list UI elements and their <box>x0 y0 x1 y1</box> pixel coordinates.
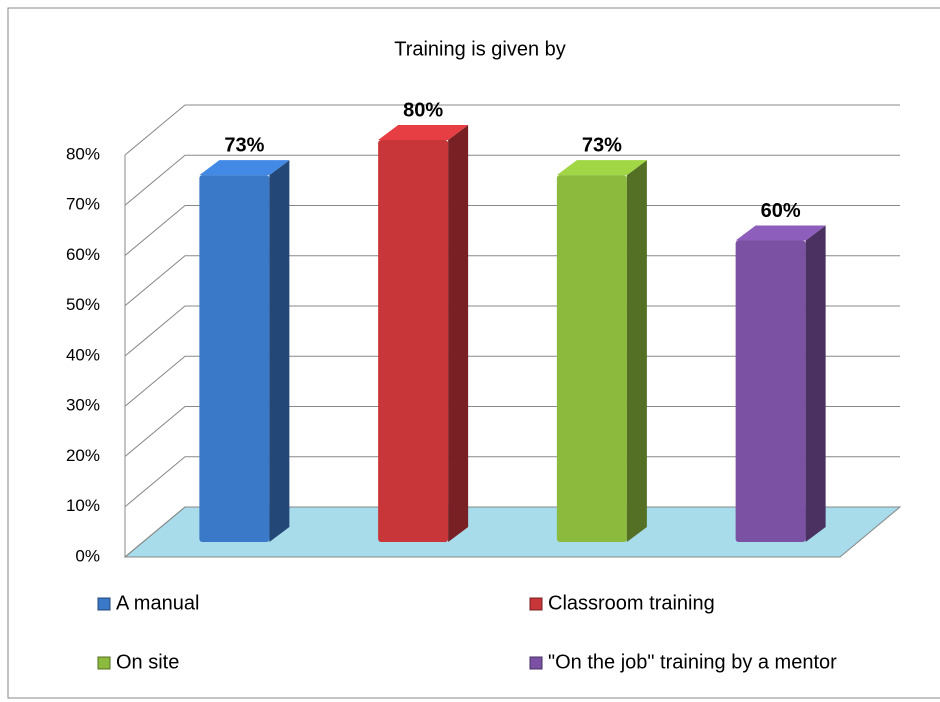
grid-line <box>124 255 900 307</box>
grid-line <box>124 104 900 156</box>
y-tick-label: 10% <box>66 496 100 515</box>
grid-line <box>124 355 900 407</box>
bar-top <box>556 160 647 176</box>
data-label: 73% <box>224 134 264 156</box>
legend-label: Classroom training <box>548 592 715 614</box>
legend-label: On site <box>116 651 179 673</box>
grid-line <box>124 154 900 206</box>
legend-label: A manual <box>116 592 199 614</box>
grid-line <box>124 506 900 558</box>
bar-side <box>626 160 647 543</box>
legend-swatch <box>97 656 111 670</box>
grid-line <box>124 456 900 508</box>
y-tick-label: 30% <box>66 396 100 415</box>
y-tick-label: 40% <box>66 345 100 364</box>
legend-swatch <box>529 656 543 670</box>
grid-line <box>124 205 900 256</box>
y-tick-label: 70% <box>66 195 100 214</box>
bar-front <box>735 240 806 542</box>
y-tick-label: 60% <box>66 245 100 264</box>
y-tick-label: 80% <box>66 144 100 163</box>
bar-side <box>269 160 290 543</box>
bar-top <box>735 225 826 241</box>
y-tick-label: 50% <box>66 295 100 314</box>
y-tick-label: 20% <box>66 446 100 465</box>
data-label: 73% <box>582 134 622 156</box>
bar-side <box>448 125 469 542</box>
bar-top <box>378 125 469 140</box>
legend-swatch <box>529 597 543 611</box>
grid-line <box>124 406 900 457</box>
legend-label: "On the job" training by a mentor <box>548 651 837 673</box>
bar-front <box>378 140 449 542</box>
data-label: 60% <box>761 200 801 222</box>
bar-front <box>199 175 270 543</box>
data-label: 80% <box>403 99 443 121</box>
bar-front <box>556 175 627 543</box>
chart-title: Training is given by <box>394 38 566 60</box>
legend-swatch <box>97 597 111 611</box>
bar-side <box>805 225 826 542</box>
y-tick-label: 0% <box>75 546 100 565</box>
bar-top <box>199 160 290 176</box>
grid-line <box>124 305 900 357</box>
